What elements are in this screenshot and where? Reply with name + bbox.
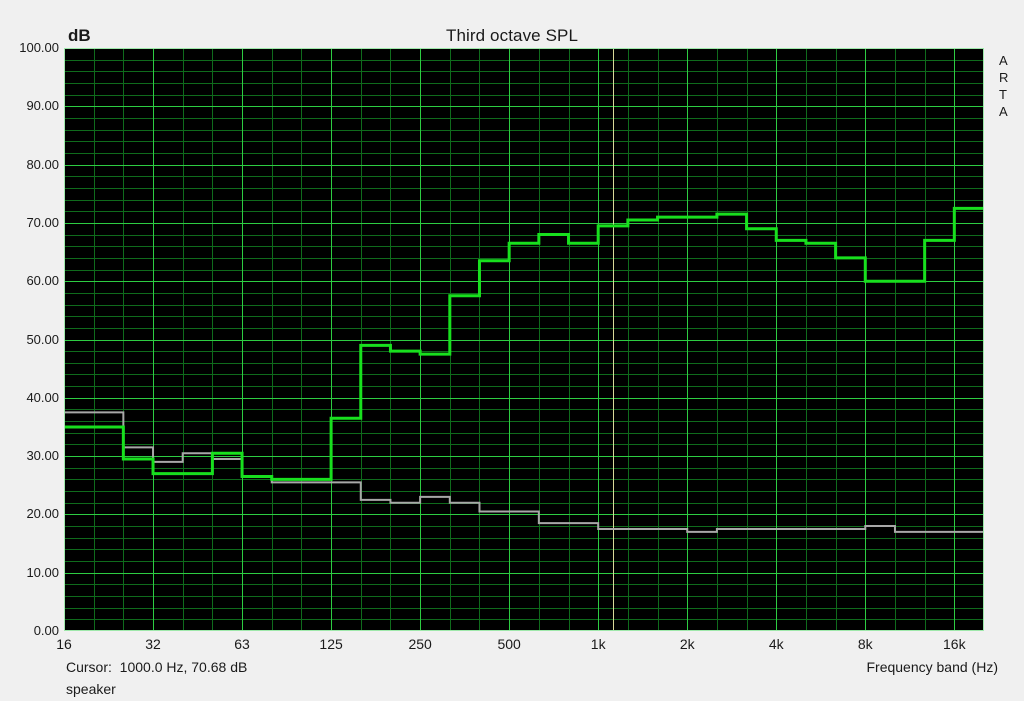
signal-name-label: speaker <box>66 681 116 697</box>
spl-chart-svg[interactable] <box>64 48 984 631</box>
y-axis-unit-label: dB <box>68 26 91 45</box>
y-tick-label: 20.00 <box>26 506 59 522</box>
x-tick-label: 4k <box>768 636 784 652</box>
y-tick-label: 60.00 <box>26 273 59 289</box>
x-tick-label: 1k <box>590 636 606 652</box>
x-tick-label: 63 <box>234 636 250 652</box>
arta-letter-3: T <box>999 87 1007 102</box>
cursor-readout: Cursor: 1000.0 Hz, 70.68 dB <box>66 659 248 675</box>
y-tick-label: 40.00 <box>26 389 59 405</box>
x-tick-label: 16k <box>943 636 966 652</box>
y-tick-label: 0.00 <box>33 623 59 638</box>
plot-border <box>64 48 984 631</box>
y-tick-label: 30.00 <box>26 448 59 464</box>
y-tick-label: 100.00 <box>19 40 59 55</box>
plot-background <box>64 48 984 631</box>
x-axis-title: Frequency band (Hz) <box>866 659 998 675</box>
x-tick-label: 32 <box>145 636 161 652</box>
page-title: Third octave SPL <box>446 26 578 45</box>
arta-brand-label: A R T A <box>999 52 1019 120</box>
y-tick-label: 80.00 <box>26 156 59 172</box>
y-tick-label: 90.00 <box>26 98 59 114</box>
x-tick-label: 16 <box>56 636 72 652</box>
x-tick-label: 2k <box>679 636 695 652</box>
y-tick-label: 50.00 <box>26 331 59 347</box>
spl-plot-area[interactable] <box>64 48 984 631</box>
arta-letter-2: R <box>999 70 1009 85</box>
x-tick-label: 500 <box>497 636 521 652</box>
y-tick-label: 70.00 <box>26 214 59 230</box>
series-line-speaker <box>64 206 984 481</box>
x-tick-label: 8k <box>857 636 873 652</box>
arta-letter-1: A <box>999 53 1008 68</box>
arta-letter-4: A <box>999 104 1008 119</box>
x-tick-label: 125 <box>319 636 343 652</box>
y-tick-label: 10.00 <box>26 564 59 580</box>
x-tick-label: 250 <box>408 636 432 652</box>
